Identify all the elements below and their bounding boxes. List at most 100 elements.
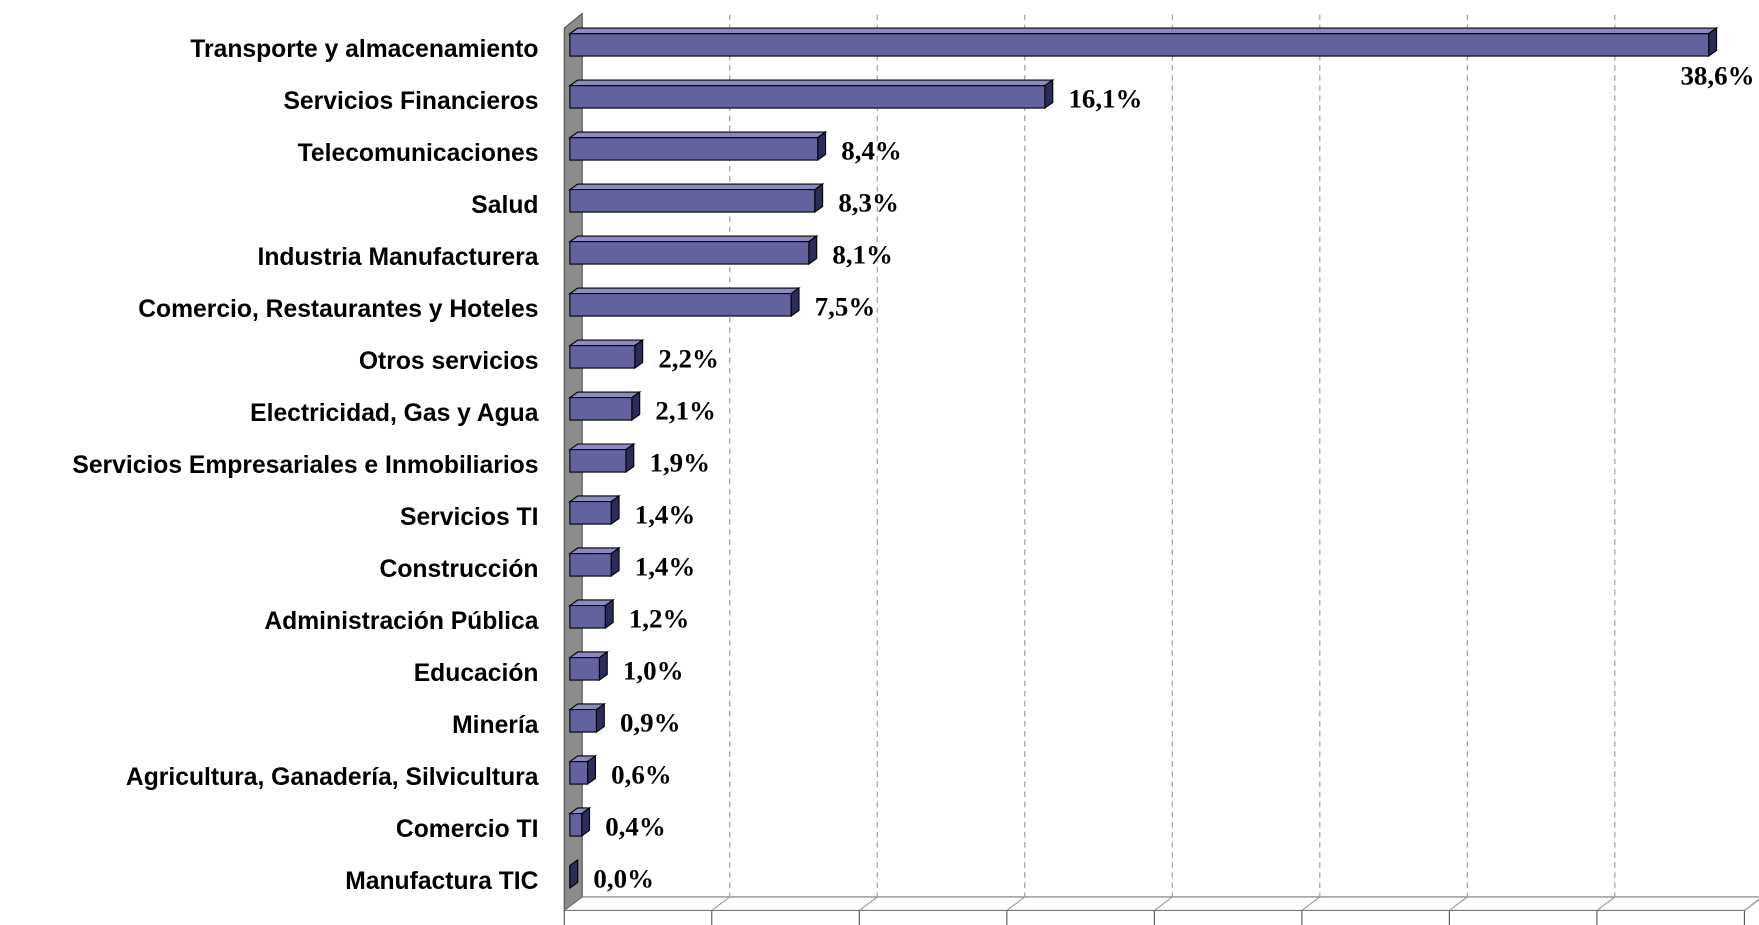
bar-front bbox=[569, 241, 810, 265]
category-label: Servicios Financieros bbox=[283, 88, 538, 115]
bar-front bbox=[569, 345, 636, 369]
grid-floor-line bbox=[1744, 898, 1759, 911]
bar-front bbox=[569, 33, 1710, 57]
bar-top bbox=[568, 131, 828, 139]
category-label: Manufactura TIC bbox=[345, 868, 538, 895]
bar-front bbox=[569, 605, 606, 629]
bar-front bbox=[569, 189, 816, 213]
bar-front bbox=[569, 657, 600, 681]
category-label: Administración Pública bbox=[264, 608, 538, 635]
bar-front bbox=[569, 449, 627, 473]
value-label: 16,1% bbox=[1068, 84, 1142, 114]
bar-top bbox=[568, 183, 825, 191]
bar-front bbox=[569, 85, 1046, 109]
value-label: 7,5% bbox=[815, 291, 876, 321]
category-label: Servicios TI bbox=[400, 504, 538, 531]
value-label: 1,4% bbox=[635, 551, 696, 581]
bar-side bbox=[595, 702, 605, 734]
bar-front bbox=[569, 709, 597, 733]
bar bbox=[568, 442, 636, 474]
category-label: Servicios Empresariales e Inmobiliarios bbox=[72, 452, 538, 479]
bar bbox=[569, 858, 579, 890]
bar-side bbox=[569, 858, 579, 890]
category-label: Otros servicios bbox=[359, 348, 539, 375]
bar-side bbox=[625, 442, 635, 474]
bar bbox=[568, 650, 609, 682]
bar-side bbox=[634, 338, 644, 370]
category-label: Construcción bbox=[380, 556, 539, 583]
bar bbox=[568, 130, 828, 162]
bar-top bbox=[568, 27, 1719, 35]
bar-top bbox=[568, 443, 636, 451]
bar-front bbox=[569, 553, 612, 577]
grid-floor-line bbox=[1006, 896, 1026, 911]
bar bbox=[568, 754, 598, 786]
value-label: 2,2% bbox=[658, 343, 719, 373]
value-label: 38,6% bbox=[1680, 61, 1754, 91]
category-label: Industria Manufacturera bbox=[258, 244, 539, 271]
category-label: Salud bbox=[471, 192, 538, 219]
floor bbox=[562, 896, 1759, 911]
value-label: 0,4% bbox=[605, 811, 666, 841]
bar-side bbox=[610, 546, 620, 578]
bar bbox=[568, 494, 621, 526]
grid-floor-line bbox=[711, 896, 731, 911]
category-label: Educación bbox=[414, 660, 539, 687]
bar-front bbox=[569, 501, 612, 525]
bar-side bbox=[1708, 26, 1718, 58]
value-label: 0,0% bbox=[593, 863, 654, 893]
bar-side bbox=[604, 598, 614, 630]
bar-side bbox=[587, 754, 596, 786]
bar bbox=[568, 286, 801, 318]
bar-front bbox=[569, 813, 583, 837]
bar-side bbox=[581, 806, 591, 838]
grid-floor-line bbox=[1154, 896, 1173, 911]
bar bbox=[568, 182, 825, 214]
category-label: Transporte y almacenamiento bbox=[190, 36, 538, 63]
value-label: 1,2% bbox=[629, 603, 690, 633]
grid-floor-line bbox=[1449, 896, 1468, 911]
bar-side bbox=[598, 650, 608, 682]
bar-top bbox=[568, 79, 1055, 87]
bar-top bbox=[568, 391, 642, 399]
bar-top bbox=[568, 235, 819, 243]
value-label: 1,9% bbox=[649, 447, 710, 477]
bar bbox=[568, 598, 615, 630]
grid-floor-line bbox=[1301, 896, 1321, 911]
bar bbox=[568, 546, 621, 578]
bar bbox=[568, 390, 642, 422]
bar-top bbox=[568, 339, 645, 347]
bar-side bbox=[790, 286, 800, 318]
bar-front bbox=[569, 293, 792, 317]
bar-side bbox=[817, 130, 827, 162]
value-label: 8,3% bbox=[838, 187, 899, 217]
category-label: Comercio, Restaurantes y Hoteles bbox=[138, 296, 538, 323]
bar-side bbox=[1044, 78, 1054, 110]
value-label: 0,9% bbox=[620, 707, 681, 737]
bar-side bbox=[814, 182, 824, 214]
bar bbox=[568, 234, 819, 266]
value-label: 1,0% bbox=[623, 655, 684, 685]
category-label: Comercio TI bbox=[396, 816, 539, 843]
grid-floor-line bbox=[1596, 896, 1616, 911]
bar-top bbox=[568, 287, 801, 295]
grid-floor-line bbox=[858, 896, 878, 911]
category-label: Minería bbox=[452, 712, 539, 739]
bar bbox=[568, 26, 1719, 58]
category-label: Electricidad, Gas y Agua bbox=[250, 400, 539, 427]
bar-front bbox=[569, 397, 633, 421]
category-label: Telecomunicaciones bbox=[298, 140, 539, 167]
value-label: 0,6% bbox=[611, 759, 672, 789]
bar-front bbox=[569, 761, 589, 785]
bar-front bbox=[569, 137, 819, 161]
bar bbox=[568, 702, 607, 734]
bar bbox=[568, 806, 592, 838]
value-label: 8,1% bbox=[832, 239, 893, 269]
bar-side bbox=[808, 234, 818, 266]
bar-side bbox=[631, 390, 641, 422]
value-label: 2,1% bbox=[655, 395, 716, 425]
value-label: 8,4% bbox=[841, 136, 902, 166]
bar bbox=[568, 78, 1055, 110]
